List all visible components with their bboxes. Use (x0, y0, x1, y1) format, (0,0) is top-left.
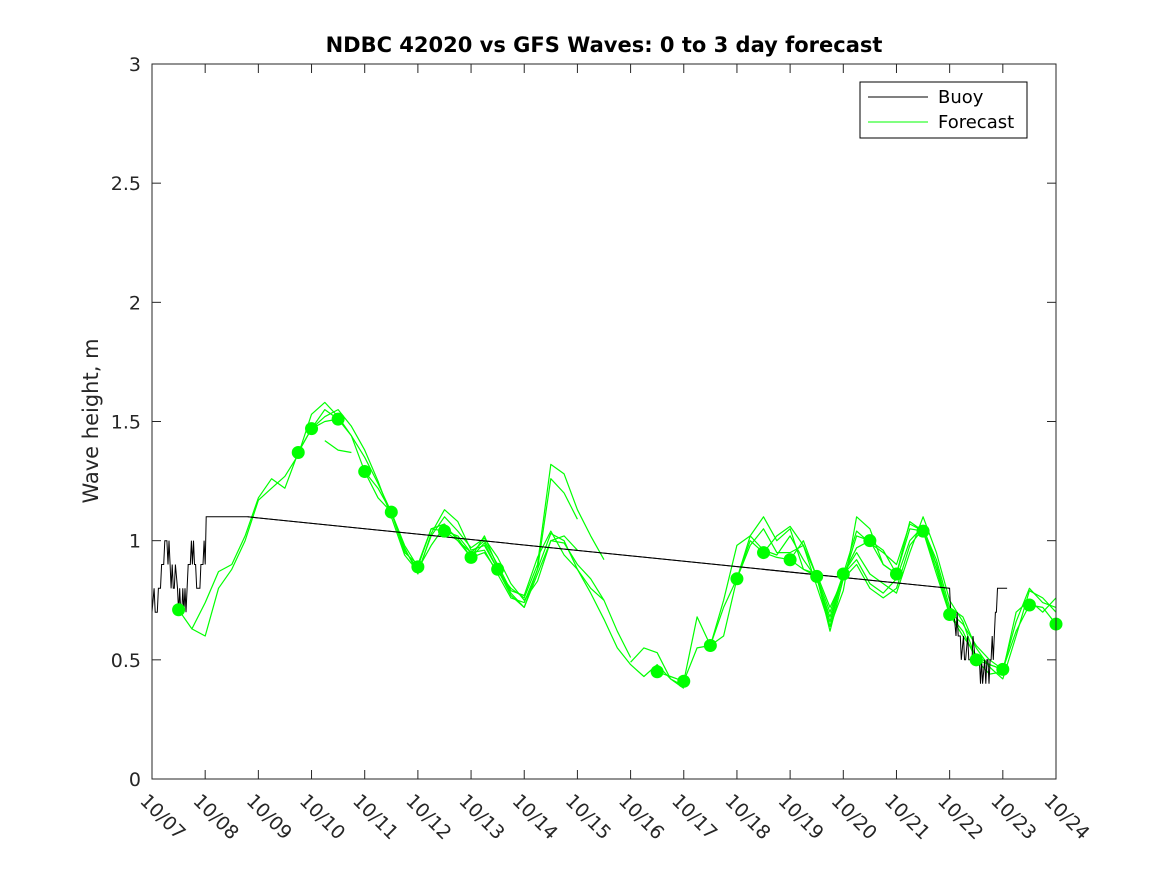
legend-box (859, 81, 1028, 139)
forecast-point (384, 505, 398, 519)
forecast-point (836, 567, 850, 581)
forecast-point (677, 674, 691, 688)
axes-box (151, 63, 1057, 780)
forecast-run-line (816, 516, 1057, 675)
forecast-run-line (657, 540, 897, 682)
buoy-line (151, 516, 1008, 684)
legend-buoy-label: Buoy (938, 87, 984, 108)
series-group (151, 401, 1063, 689)
forecast-point (331, 412, 345, 426)
forecast-point (411, 560, 425, 574)
legend: Buoy Forecast (859, 81, 1028, 139)
forecast-point (703, 639, 717, 653)
y-tick-label: 2.5 (111, 173, 141, 195)
forecast-point (358, 465, 372, 479)
forecast-run-line (630, 647, 685, 687)
forecast-run-line (311, 409, 578, 601)
y-tick-label: 3 (129, 54, 141, 76)
y-tick-label: 2 (129, 292, 141, 314)
forecast-point (996, 662, 1010, 676)
forecast-point (464, 550, 478, 564)
forecast-point (491, 562, 505, 576)
forecast-run-line (324, 440, 352, 454)
chart-title: NDBC 42020 vs GFS Waves: 0 to 3 day fore… (326, 33, 883, 57)
forecast-point (889, 567, 903, 581)
forecast-point (730, 572, 744, 586)
forecast-point (291, 445, 305, 459)
forecast-point (757, 546, 771, 560)
y-tick-label: 1.5 (111, 412, 141, 434)
forecast-point (863, 534, 877, 548)
forecast-point (437, 524, 451, 538)
forecast-run-line (709, 523, 1004, 670)
forecast-run-line (470, 478, 578, 609)
forecast-point (172, 603, 186, 617)
forecast-point (650, 665, 664, 679)
buoy-trend-line (247, 516, 950, 589)
y-tick-label: 1 (129, 531, 141, 553)
y-tick-label: 0 (129, 769, 141, 791)
y-tick-label: 0.5 (111, 650, 141, 672)
forecast-point (1022, 598, 1036, 612)
forecast-point (916, 524, 930, 538)
legend-forecast-label: Forecast (938, 112, 1014, 133)
y-axis-label: Wave height, m (79, 338, 103, 503)
forecast-run-line (683, 516, 951, 682)
forecast-run-line (191, 401, 419, 637)
forecast-point (783, 553, 797, 567)
forecast-point (943, 608, 957, 622)
forecast-point (969, 653, 983, 667)
forecast-point (305, 422, 319, 436)
plot-area (152, 64, 1056, 779)
forecast-point (810, 569, 824, 583)
